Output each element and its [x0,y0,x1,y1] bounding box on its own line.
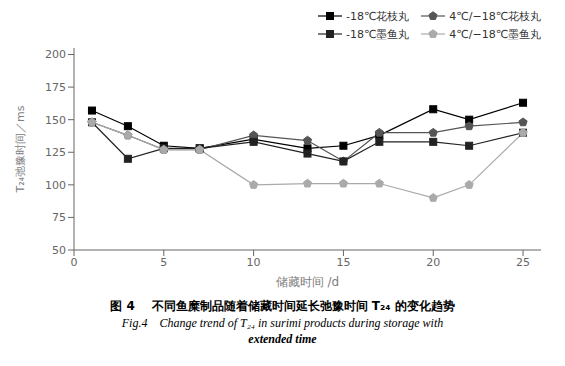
html-text:Fig.4 Change trend of T₂₄ in s: Fig.4 Change trend of T₂₄ in surimi prod… [121,316,444,330]
svg-text:125: 125 [45,146,66,159]
svg-text:0: 0 [71,256,78,269]
svg-text:50: 50 [52,244,66,257]
svg-text:10: 10 [247,256,261,269]
svg-text:75: 75 [52,211,66,224]
svg-text:20: 20 [426,256,440,269]
html-text:4℃/−18℃花枝丸: 4℃/−18℃花枝丸 [449,9,541,23]
svg-text:5: 5 [160,256,167,269]
html-text:4℃/−18℃墨鱼丸: 4℃/−18℃墨鱼丸 [449,27,541,41]
svg-text:15: 15 [336,256,350,269]
svg-text:200: 200 [45,48,66,61]
svg-text:储藏时间 /d: 储藏时间 /d [276,275,339,289]
html-text:extended time: extended time [248,332,317,346]
svg-text:100: 100 [45,179,66,192]
svg-text:150: 150 [45,114,66,127]
html-text:-18℃花枝丸: -18℃花枝丸 [346,9,410,23]
svg-text:175: 175 [45,81,66,94]
html-text:图 4 不同鱼糜制品随着储藏时间延长弛豫时间 T₂₄ 的变化: 图 4 不同鱼糜制品随着储藏时间延长弛豫时间 T₂₄ 的变化趋势 [110,299,455,313]
svg-text:T₂₄弛豫时间／ms: T₂₄弛豫时间／ms [14,105,27,193]
html-text:-18℃墨鱼丸: -18℃墨鱼丸 [346,27,410,41]
svg-text:25: 25 [516,256,530,269]
